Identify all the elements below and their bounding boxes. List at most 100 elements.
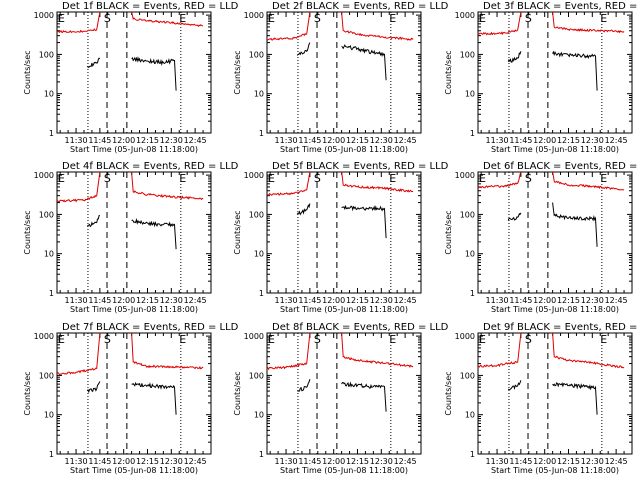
y-tick-label: 1 xyxy=(470,129,475,138)
y-tick-label: 1 xyxy=(259,450,264,459)
plot-frame xyxy=(266,11,422,134)
y-tick-label: 1 xyxy=(259,129,264,138)
events-line xyxy=(131,381,177,415)
x-tick-label: 12:30 xyxy=(581,457,604,466)
lld-line xyxy=(477,171,522,189)
panel-9: Det 9f BLACK = Events, RED = LLD 1 10 100 10… xyxy=(444,322,640,475)
events-line xyxy=(552,202,598,247)
x-tick-label: 12:00 xyxy=(533,296,556,305)
panel-title: Det 3f BLACK = Events, RED = LLD xyxy=(483,1,640,12)
marker-e: E xyxy=(58,172,65,185)
y-axis-label: Counts/sec xyxy=(233,371,242,415)
x-tick-label: 11:45 xyxy=(88,296,111,305)
x-tick-label: 12:30 xyxy=(370,457,393,466)
y-tick-label: 100 xyxy=(460,371,475,380)
panel-title: Det 4f BLACK = Events, RED = LLD xyxy=(62,161,239,172)
plot-frame xyxy=(477,171,633,294)
x-tick-label: 12:45 xyxy=(605,296,628,305)
marker-s: S xyxy=(104,333,111,346)
x-tick-label: 12:15 xyxy=(136,136,159,145)
y-axis-label: Counts/sec xyxy=(444,210,453,254)
marker-e: E xyxy=(600,12,607,25)
y-tick-label: 100 xyxy=(39,50,54,59)
x-tick-label: 12:30 xyxy=(370,136,393,145)
y-tick-label: 10 xyxy=(465,250,475,259)
panel-title: Det 8f BLACK = Events, RED = LLD xyxy=(272,322,449,333)
lld-line xyxy=(56,332,101,376)
marker-e: E xyxy=(58,333,65,346)
marker-e: E xyxy=(479,172,486,185)
marker-s: S xyxy=(104,172,111,185)
x-tick-label: 12:15 xyxy=(557,296,580,305)
lld-line xyxy=(552,332,625,369)
x-tick-label: 12:30 xyxy=(160,136,183,145)
marker-e: E xyxy=(600,172,607,185)
x-tick-label: 12:15 xyxy=(557,136,580,145)
x-tick-label: 12:30 xyxy=(581,136,604,145)
events-line xyxy=(341,204,387,239)
marker-e: E xyxy=(389,12,396,25)
y-tick-label: 1 xyxy=(49,129,54,138)
events-line xyxy=(341,44,387,81)
y-tick-label: 100 xyxy=(249,371,264,380)
x-tick-label: 12:45 xyxy=(605,457,628,466)
x-tick-label: 12:15 xyxy=(346,136,369,145)
plot-frame xyxy=(56,11,212,134)
x-tick-label: 12:00 xyxy=(112,457,135,466)
x-tick-label: 11:45 xyxy=(509,296,532,305)
x-tick-label: 11:30 xyxy=(65,457,88,466)
marker-e: E xyxy=(179,333,186,346)
x-tick-label: 12:15 xyxy=(346,457,369,466)
marker-s: S xyxy=(525,333,532,346)
panel-title: Det 7f BLACK = Events, RED = LLD xyxy=(62,322,239,333)
panel-2: Det 2f BLACK = Events, RED = LLD 1 10 100 10… xyxy=(233,1,449,154)
lld-line xyxy=(266,332,311,371)
y-tick-label: 1000 xyxy=(244,171,264,180)
x-tick-label: 11:30 xyxy=(486,457,509,466)
events-line xyxy=(507,380,522,391)
y-axis-label: Counts/sec xyxy=(233,210,242,254)
events-line xyxy=(507,51,522,63)
y-tick-label: 1 xyxy=(49,450,54,459)
marker-e: E xyxy=(600,333,607,346)
y-axis-label: Counts/sec xyxy=(444,371,453,415)
lld-line xyxy=(131,171,204,201)
y-tick-label: 1000 xyxy=(34,171,54,180)
x-axis-label: Start Time (05-Jun-08 11:18:00) xyxy=(280,466,408,475)
lld-line xyxy=(56,171,101,203)
x-tick-label: 12:45 xyxy=(394,457,417,466)
panel-title: Det 5f BLACK = Events, RED = LLD xyxy=(272,161,449,172)
plot-frame xyxy=(56,332,212,455)
events-line xyxy=(86,381,101,394)
x-tick-label: 12:45 xyxy=(184,457,207,466)
panel-title: Det 9f BLACK = Events, RED = LLD xyxy=(483,322,640,333)
y-tick-label: 10 xyxy=(465,90,475,99)
x-tick-label: 12:00 xyxy=(322,457,345,466)
lld-line xyxy=(266,11,311,41)
marker-s: S xyxy=(525,12,532,25)
plot-frame xyxy=(477,11,633,134)
x-tick-label: 11:45 xyxy=(298,457,321,466)
events-line xyxy=(552,50,598,91)
x-axis-label: Start Time (05-Jun-08 11:18:00) xyxy=(280,145,408,154)
plot-frame xyxy=(56,171,212,294)
events-line xyxy=(296,203,311,216)
x-tick-label: 11:45 xyxy=(298,136,321,145)
y-tick-label: 100 xyxy=(460,50,475,59)
marker-e: E xyxy=(268,12,275,25)
x-tick-label: 11:30 xyxy=(275,457,298,466)
lld-line xyxy=(341,11,414,41)
marker-e: E xyxy=(389,333,396,346)
y-tick-label: 1000 xyxy=(455,332,475,341)
y-tick-label: 10 xyxy=(465,411,475,420)
marker-s: S xyxy=(314,333,321,346)
lld-line xyxy=(266,171,311,197)
x-tick-label: 12:45 xyxy=(184,136,207,145)
events-line xyxy=(86,57,101,69)
events-line xyxy=(552,381,598,415)
x-axis-label: Start Time (05-Jun-08 11:18:00) xyxy=(280,305,408,314)
x-axis-label: Start Time (05-Jun-08 11:18:00) xyxy=(491,305,619,314)
y-tick-label: 1000 xyxy=(455,11,475,20)
y-tick-label: 1000 xyxy=(244,332,264,341)
